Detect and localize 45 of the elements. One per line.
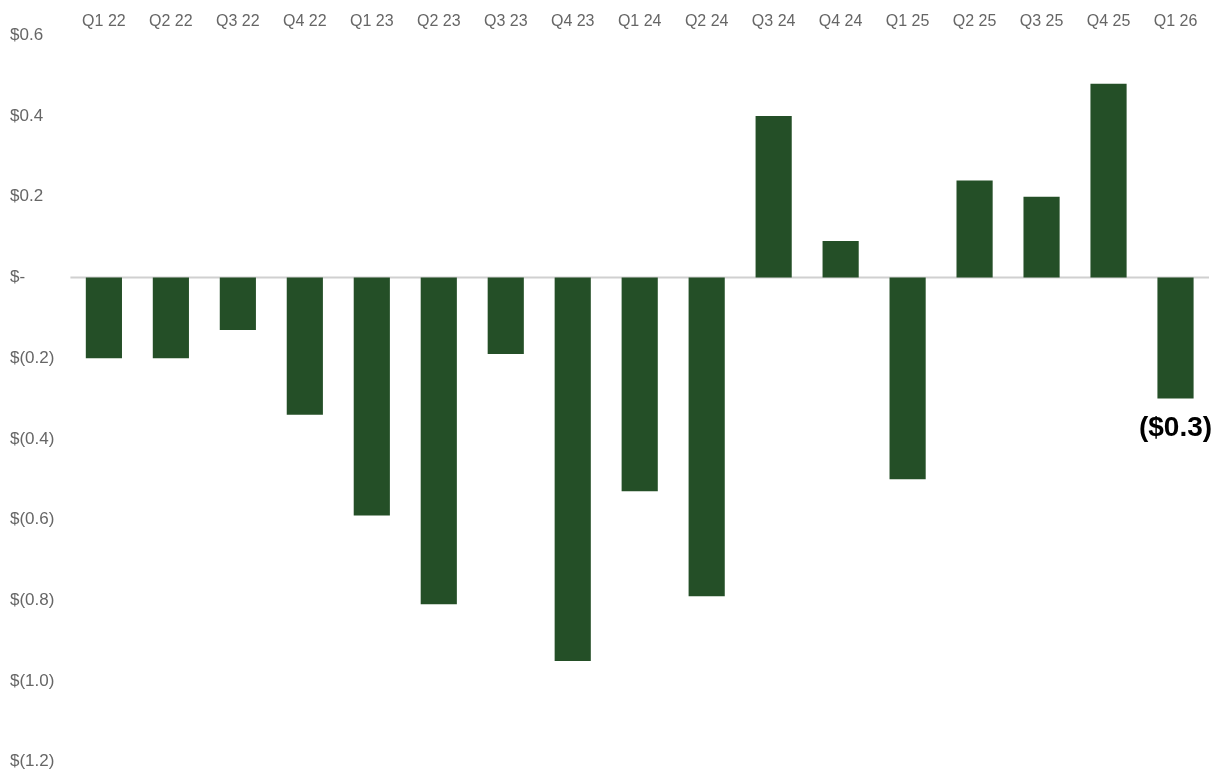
y-tick-label: $- — [10, 267, 26, 287]
x-tick-label: Q3 22 — [216, 12, 260, 30]
x-tick-label: Q3 25 — [1019, 12, 1064, 30]
x-tick-label: Q3 24 — [751, 12, 796, 30]
x-tick-label: Q3 23 — [483, 12, 528, 30]
bar — [554, 277, 591, 661]
y-tick-label: $(0.2) — [10, 347, 55, 367]
bar — [621, 277, 658, 492]
bar — [688, 277, 725, 597]
x-tick-label: Q4 25 — [1086, 12, 1131, 30]
bar — [85, 277, 122, 359]
bar — [956, 180, 993, 278]
x-tick-label: Q2 24 — [684, 12, 729, 30]
bar — [889, 277, 926, 480]
x-tick-label: Q1 26 — [1153, 12, 1198, 30]
bar — [487, 277, 524, 355]
y-tick-label: $(1.2) — [10, 751, 55, 771]
bar — [152, 277, 189, 359]
bar — [219, 277, 256, 330]
x-tick-label: Q2 23 — [416, 12, 461, 30]
bar — [1023, 196, 1060, 278]
bar — [755, 115, 792, 278]
x-tick-label: Q4 22 — [283, 12, 327, 30]
x-tick-label: Q1 25 — [885, 12, 930, 30]
bar — [420, 277, 457, 605]
bar — [822, 241, 859, 278]
x-tick-label: Q1 22 — [82, 12, 126, 30]
data-label: ($0.3) — [1138, 411, 1213, 443]
y-tick-label: $(0.6) — [10, 509, 55, 529]
x-tick-label: Q2 22 — [149, 12, 193, 30]
y-tick-label: $(0.4) — [10, 428, 55, 448]
y-tick-label: $(0.8) — [10, 590, 55, 610]
y-tick-label: $0.2 — [10, 186, 44, 206]
x-tick-label: Q1 23 — [350, 12, 394, 30]
x-tick-label: Q2 25 — [952, 12, 997, 30]
bar — [286, 277, 323, 415]
y-tick-label: $0.4 — [10, 105, 44, 125]
x-tick-label: Q4 24 — [818, 12, 863, 30]
y-tick-label: $0.6 — [10, 24, 44, 44]
bar — [353, 277, 390, 516]
y-tick-label: $(1.0) — [10, 670, 55, 690]
x-tick-label: Q4 23 — [550, 12, 595, 30]
bar — [1090, 83, 1127, 278]
x-tick-label: Q1 24 — [617, 12, 662, 30]
bar — [1157, 277, 1194, 399]
